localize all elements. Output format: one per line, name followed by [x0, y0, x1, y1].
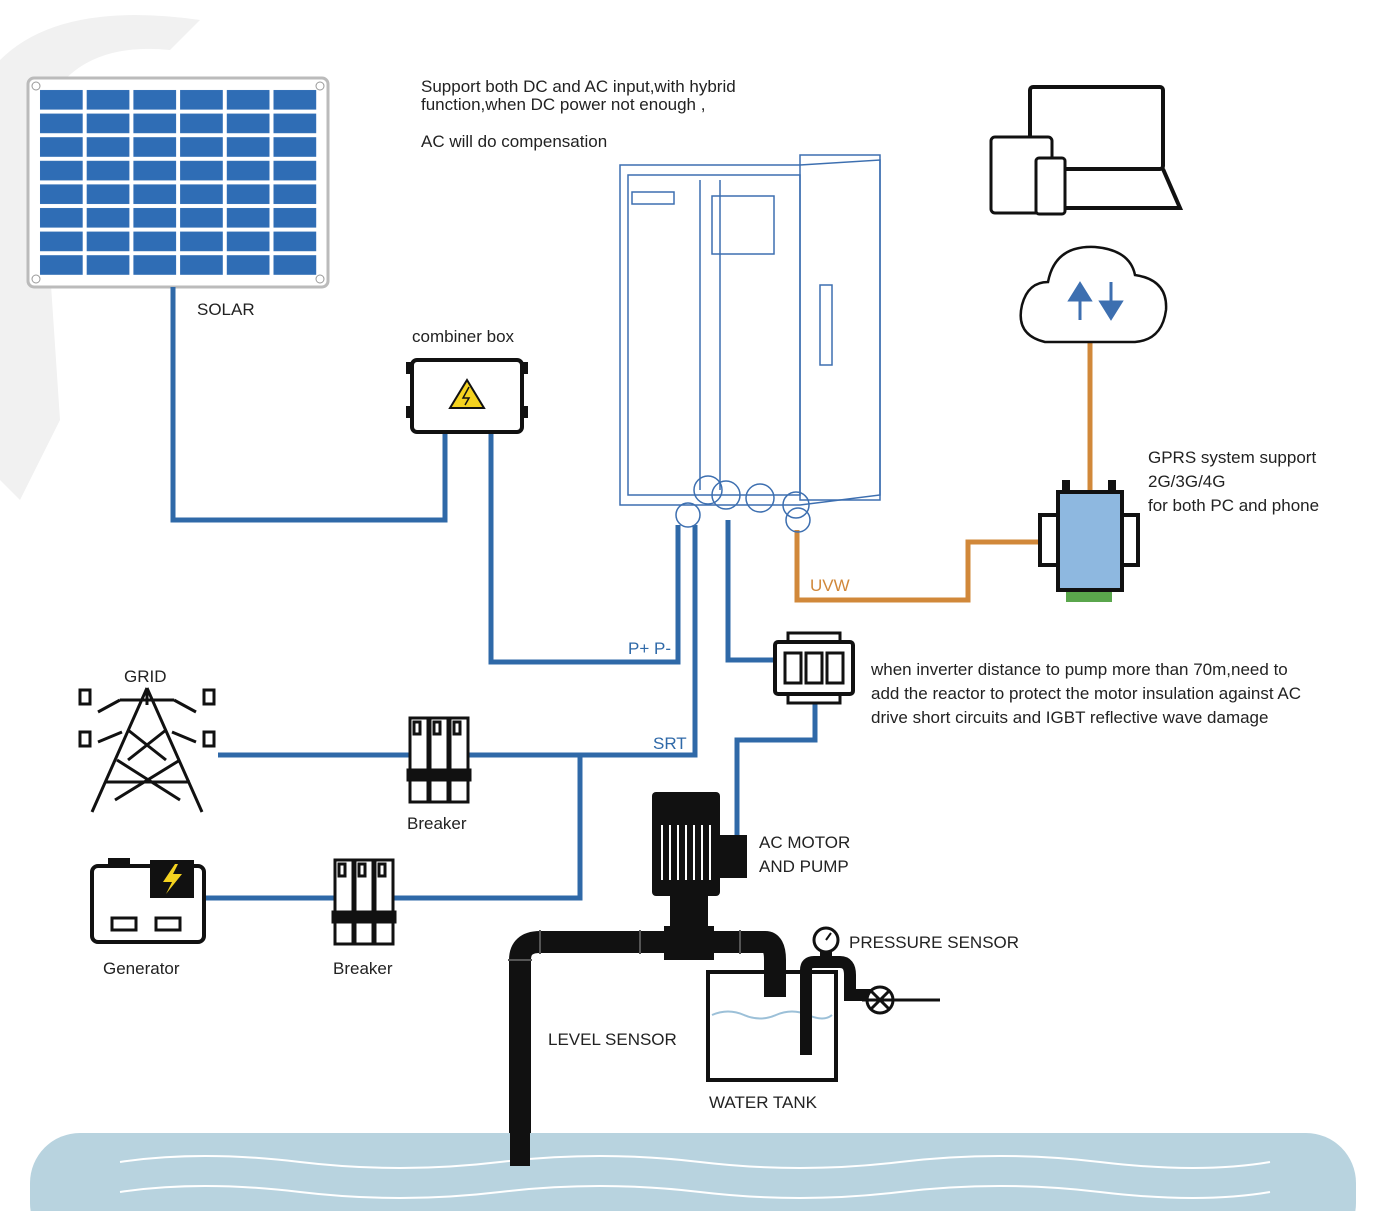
label: LEVEL SENSOR: [548, 1030, 677, 1049]
wire: [737, 700, 815, 838]
note: for both PC and phone: [1148, 496, 1319, 515]
note: GPRS system support: [1148, 448, 1316, 467]
wire: [173, 287, 445, 520]
solar-panel: [28, 78, 328, 287]
label: AC MOTOR: [759, 833, 850, 852]
label: PRESSURE SENSOR: [849, 933, 1019, 952]
reactor: [775, 633, 853, 703]
label: SRT: [653, 734, 687, 753]
breaker: [333, 860, 395, 944]
label: SOLAR: [197, 300, 255, 319]
note: when inverter distance to pump more than…: [870, 660, 1288, 679]
label: WATER TANK: [709, 1093, 818, 1112]
label: Breaker: [333, 959, 393, 978]
header-line: AC will do compensation: [421, 132, 607, 151]
header-line: function,when DC power not enough ,: [421, 95, 705, 114]
note: add the reactor to protect the motor ins…: [871, 684, 1301, 703]
wire: [728, 520, 775, 660]
label: Breaker: [407, 814, 467, 833]
label: P+ P-: [628, 639, 671, 658]
cloud-icon: [1021, 247, 1166, 342]
note: 2G/3G/4G: [1148, 472, 1225, 491]
inverter: [620, 155, 880, 532]
label: AND PUMP: [759, 857, 849, 876]
gprs-module: [1040, 480, 1138, 602]
note: drive short circuits and IGBT reflective…: [871, 708, 1268, 727]
label: Generator: [103, 959, 180, 978]
grid-tower: [80, 688, 214, 812]
combiner-box: [406, 360, 528, 432]
pipe-inlet: [510, 1130, 530, 1166]
water-source: [30, 1133, 1356, 1211]
label: UVW: [810, 576, 850, 595]
generator: [92, 858, 204, 942]
header-line: Support both DC and AC input,with hybrid: [421, 77, 736, 96]
devices-icon: [991, 87, 1180, 214]
label: combiner box: [412, 327, 515, 346]
wire: [491, 432, 678, 662]
label: GRID: [124, 667, 167, 686]
breaker: [408, 718, 470, 802]
diagram: Support both DC and AC input,with hybrid…: [0, 0, 1399, 1211]
